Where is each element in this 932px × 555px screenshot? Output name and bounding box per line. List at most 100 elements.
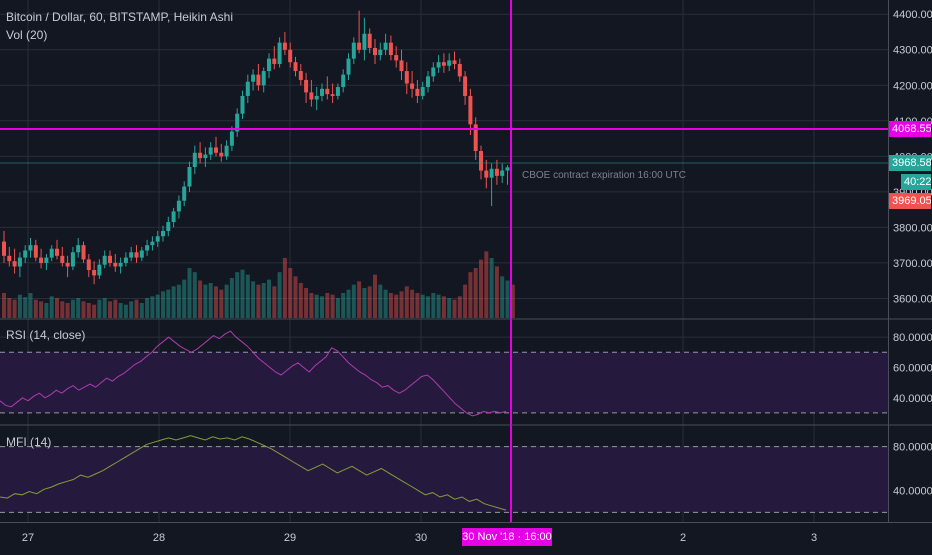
candle-body bbox=[251, 74, 256, 82]
candle-body bbox=[7, 255, 12, 262]
candle-body bbox=[214, 147, 218, 153]
candle-body bbox=[235, 113, 240, 132]
volume-bar bbox=[505, 280, 510, 318]
candle-body bbox=[431, 67, 436, 77]
last-price-tag: 3968.58 bbox=[889, 155, 931, 171]
volume-bar bbox=[214, 286, 218, 318]
candle-body bbox=[383, 42, 388, 50]
volume-bar bbox=[267, 279, 271, 318]
volume-bar bbox=[7, 298, 12, 318]
volume-bar bbox=[2, 293, 6, 318]
volume-bar bbox=[182, 279, 187, 318]
candle-body bbox=[484, 170, 489, 178]
candle-body bbox=[123, 257, 128, 263]
candle-body bbox=[229, 131, 234, 146]
volume-bar bbox=[394, 294, 399, 318]
candle-body bbox=[171, 211, 176, 223]
volume-bar bbox=[129, 301, 134, 318]
volume-bar bbox=[113, 299, 118, 318]
candle-body bbox=[341, 74, 346, 88]
candle-body bbox=[49, 248, 54, 258]
rsi-tick-label: 60.0000 bbox=[893, 362, 932, 374]
candle-body bbox=[256, 74, 261, 86]
symbol-title[interactable]: Bitcoin / Dollar, 60, BITSTAMP, Heikin A… bbox=[6, 10, 233, 24]
candle-body bbox=[60, 255, 65, 263]
candle-body bbox=[39, 257, 44, 263]
volume-bar bbox=[97, 299, 102, 318]
candle-body bbox=[394, 55, 399, 61]
candle-body bbox=[12, 261, 17, 267]
time-tick-label: 27 bbox=[22, 532, 34, 544]
candle-body bbox=[155, 236, 160, 242]
volume-bar bbox=[457, 296, 462, 318]
volume-label[interactable]: Vol (20) bbox=[6, 28, 48, 42]
candle-body bbox=[320, 88, 324, 96]
volume-bar bbox=[383, 289, 388, 318]
rsi-label[interactable]: RSI (14, close) bbox=[6, 328, 86, 342]
candle-body bbox=[102, 255, 107, 265]
price-tick-label: 4200.00 bbox=[893, 80, 932, 92]
volume-bar bbox=[325, 293, 330, 318]
candle-body bbox=[198, 152, 203, 159]
rsi-series bbox=[0, 330, 507, 417]
candle-body bbox=[267, 58, 271, 72]
volume-bar bbox=[494, 266, 499, 318]
time-tick-label: 2 bbox=[680, 532, 686, 544]
volume-bar bbox=[17, 294, 22, 318]
volume-bar bbox=[351, 284, 356, 318]
candle-body bbox=[76, 245, 81, 253]
candle-body bbox=[129, 252, 134, 258]
volume-bar bbox=[272, 286, 277, 318]
candle-body bbox=[479, 151, 483, 171]
expiration-note: CBOE contract expiration 16:00 UTC bbox=[522, 170, 686, 181]
candle-body bbox=[23, 250, 28, 258]
volume-bar bbox=[23, 297, 28, 318]
candle-body bbox=[436, 62, 441, 68]
candle-body bbox=[410, 83, 415, 89]
mfi-tick-label: 40.0000 bbox=[893, 485, 932, 497]
volume-bar bbox=[277, 272, 282, 318]
volume-bar bbox=[39, 301, 44, 318]
volume-bar bbox=[229, 278, 234, 318]
countdown-tag: 40:22 bbox=[901, 174, 931, 190]
volume-bar bbox=[261, 283, 266, 318]
rsi-tick-label: 80.0000 bbox=[893, 332, 932, 344]
candle-body bbox=[161, 230, 165, 237]
volume-bar bbox=[320, 296, 324, 318]
candle-body bbox=[208, 147, 213, 155]
volume-bar bbox=[203, 284, 208, 318]
candle-body bbox=[378, 49, 383, 56]
volume-bar bbox=[452, 299, 457, 318]
candle-body bbox=[404, 71, 409, 84]
volume-bar bbox=[399, 291, 404, 318]
volume-bar bbox=[256, 284, 261, 318]
candle-body bbox=[367, 33, 372, 48]
volume-bar bbox=[134, 299, 139, 318]
candle-body bbox=[346, 58, 351, 75]
candle-body bbox=[362, 33, 367, 50]
volume-bar bbox=[410, 289, 415, 318]
candle-body bbox=[500, 170, 505, 176]
volume-bar bbox=[102, 298, 107, 318]
price-tick-label: 4400.00 bbox=[893, 9, 932, 21]
volume-bar bbox=[44, 303, 49, 318]
candle-body bbox=[139, 250, 144, 258]
volume-bar bbox=[415, 293, 420, 318]
candle-body bbox=[65, 262, 70, 267]
volume-bar bbox=[335, 298, 340, 318]
mfi-axis: 80.0000 40.0000 bbox=[893, 442, 932, 498]
candle-body bbox=[314, 95, 319, 100]
candle-body bbox=[224, 145, 229, 157]
time-axis[interactable]: 27 28 29 30 2 3 bbox=[22, 532, 817, 544]
candle-body bbox=[293, 62, 298, 72]
price-tick-label: 3700.00 bbox=[893, 258, 932, 270]
volume-bar bbox=[436, 294, 441, 318]
volume-bar bbox=[441, 296, 446, 318]
volume-bar bbox=[357, 281, 362, 318]
candle-body bbox=[145, 245, 150, 251]
volume-bar bbox=[489, 258, 494, 318]
mfi-label[interactable]: MFI (14) bbox=[6, 435, 52, 449]
volume-bar bbox=[81, 301, 86, 318]
candle-body bbox=[219, 152, 224, 157]
